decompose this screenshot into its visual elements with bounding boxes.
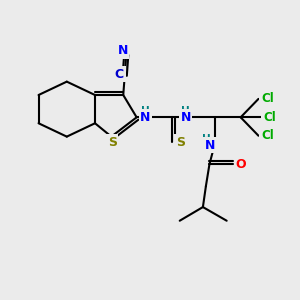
Text: C: C <box>115 68 124 81</box>
Text: S: S <box>176 136 185 149</box>
Text: Cl: Cl <box>261 92 274 105</box>
Text: S: S <box>108 136 117 149</box>
Text: N: N <box>118 44 128 57</box>
Text: Cl: Cl <box>261 129 274 142</box>
Text: H: H <box>141 106 150 116</box>
Text: H: H <box>181 106 190 116</box>
Text: Cl: Cl <box>263 111 276 124</box>
Text: N: N <box>181 111 191 124</box>
Text: H: H <box>202 134 210 144</box>
Text: N: N <box>140 111 151 124</box>
Text: O: O <box>236 158 246 171</box>
Text: N: N <box>205 139 215 152</box>
